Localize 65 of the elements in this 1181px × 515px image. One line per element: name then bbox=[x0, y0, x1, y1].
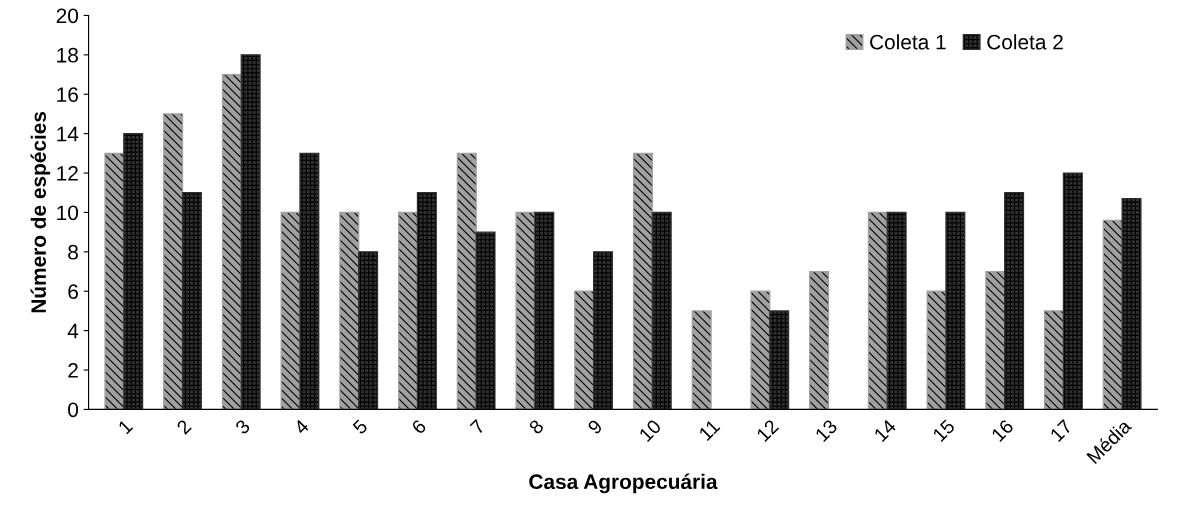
bar bbox=[358, 251, 379, 410]
y-tick-label: 10 bbox=[57, 205, 79, 221]
x-axis-title: Casa Agropecuária bbox=[529, 473, 718, 494]
bar bbox=[1004, 192, 1025, 410]
bar bbox=[339, 211, 360, 410]
bar bbox=[240, 54, 261, 410]
x-tick-label: 9 bbox=[586, 418, 604, 435]
y-axis-title: Número de espécies bbox=[30, 111, 51, 313]
y-tick-label: 2 bbox=[68, 363, 78, 378]
bar bbox=[416, 192, 437, 410]
x-tick-label: 14 bbox=[873, 418, 897, 442]
bar bbox=[456, 152, 477, 410]
y-tick-label: 18 bbox=[57, 47, 78, 63]
bar bbox=[886, 211, 907, 410]
bar bbox=[299, 152, 320, 410]
bar bbox=[163, 113, 184, 410]
bar bbox=[534, 211, 555, 410]
x-tick-label: 15 bbox=[932, 418, 956, 443]
bar bbox=[1121, 198, 1142, 410]
bar bbox=[691, 310, 712, 410]
bar bbox=[515, 211, 536, 410]
x-tick-label: 8 bbox=[528, 418, 545, 435]
legend-label: Coleta 2 bbox=[987, 34, 1063, 50]
x-tick-label: 7 bbox=[469, 418, 486, 435]
y-tick-label: 4 bbox=[67, 323, 79, 339]
x-tick-label: 12 bbox=[755, 418, 780, 442]
bar bbox=[945, 211, 966, 410]
bar bbox=[985, 270, 1006, 410]
x-tick-label: 10 bbox=[638, 418, 662, 443]
bar bbox=[398, 211, 419, 410]
bar bbox=[651, 211, 672, 410]
bar bbox=[592, 251, 614, 410]
bar bbox=[574, 290, 595, 410]
bar bbox=[1102, 219, 1123, 410]
x-tick-label: 11 bbox=[698, 418, 721, 441]
x-tick-label: 3 bbox=[234, 418, 251, 435]
x-tick-label: 17 bbox=[1049, 418, 1073, 442]
x-tick-label: 16 bbox=[990, 418, 1015, 443]
bar bbox=[280, 211, 301, 410]
x-tick-label: 6 bbox=[410, 418, 427, 435]
bar bbox=[1062, 172, 1083, 410]
bar bbox=[123, 133, 144, 410]
y-tick-label: 20 bbox=[56, 8, 79, 24]
x-tick-label: 4 bbox=[293, 418, 310, 436]
bar bbox=[1044, 310, 1065, 410]
x-tick-label: 2 bbox=[175, 418, 192, 435]
bar bbox=[221, 73, 242, 410]
y-tick-label: 14 bbox=[57, 126, 79, 142]
legend-label: Coleta 1 bbox=[870, 34, 946, 50]
x-tick-label: 5 bbox=[352, 418, 369, 435]
y-tick-label: 8 bbox=[68, 244, 78, 260]
bar bbox=[104, 152, 125, 410]
x-tick-label: 1 bbox=[117, 418, 134, 435]
bar bbox=[750, 290, 771, 410]
y-tick-label: 0 bbox=[68, 402, 79, 418]
bar bbox=[769, 310, 790, 410]
bar bbox=[475, 231, 496, 410]
bar bbox=[181, 192, 202, 410]
y-tick-label: 12 bbox=[57, 166, 78, 181]
x-tick-label: 13 bbox=[814, 418, 839, 443]
bar bbox=[809, 270, 830, 410]
y-tick-label: 6 bbox=[68, 284, 78, 299]
bar bbox=[632, 152, 653, 410]
y-tick-label: 16 bbox=[57, 87, 78, 102]
bar bbox=[867, 211, 888, 410]
